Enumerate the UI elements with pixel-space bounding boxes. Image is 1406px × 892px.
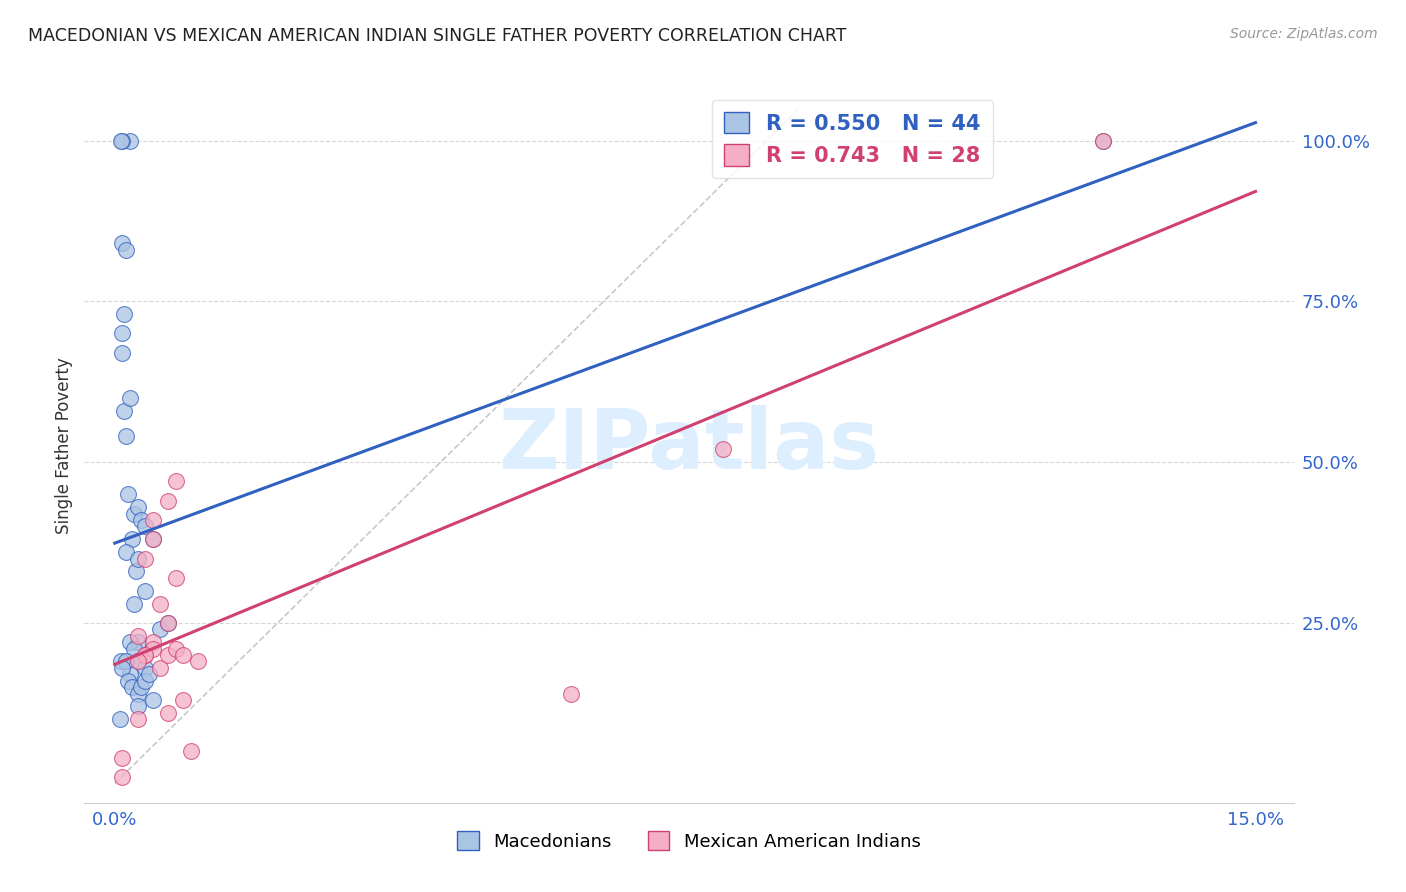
- Point: [127, 686, 149, 700]
- Point: [142, 641, 165, 656]
- Point: [156, 615, 179, 630]
- Point: [118, 667, 141, 681]
- Point: [560, 686, 582, 700]
- Point: [121, 533, 143, 547]
- Point: [112, 403, 135, 417]
- Point: [165, 641, 187, 656]
- Point: [1092, 134, 1115, 148]
- Point: [127, 635, 149, 649]
- Point: [111, 134, 134, 148]
- Point: [122, 507, 145, 521]
- Point: [118, 134, 141, 148]
- Text: MACEDONIAN VS MEXICAN AMERICAN INDIAN SINGLE FATHER POVERTY CORRELATION CHART: MACEDONIAN VS MEXICAN AMERICAN INDIAN SI…: [28, 27, 846, 45]
- Point: [127, 699, 149, 714]
- Point: [108, 712, 131, 726]
- Point: [134, 673, 156, 688]
- Point: [134, 519, 156, 533]
- Point: [115, 429, 138, 443]
- Point: [127, 712, 149, 726]
- Point: [122, 597, 145, 611]
- Legend: R = 0.550   N = 44, R = 0.743   N = 28: R = 0.550 N = 44, R = 0.743 N = 28: [711, 100, 993, 178]
- Point: [180, 744, 202, 758]
- Point: [134, 648, 156, 662]
- Point: [142, 693, 165, 707]
- Point: [111, 661, 134, 675]
- Point: [121, 680, 143, 694]
- Point: [110, 134, 132, 148]
- Text: Source: ZipAtlas.com: Source: ZipAtlas.com: [1230, 27, 1378, 41]
- Point: [149, 622, 172, 636]
- Point: [149, 661, 172, 675]
- Point: [134, 551, 156, 566]
- Point: [110, 654, 132, 668]
- Point: [138, 667, 160, 681]
- Point: [112, 307, 135, 321]
- Y-axis label: Single Father Poverty: Single Father Poverty: [55, 358, 73, 534]
- Point: [111, 326, 134, 341]
- Point: [134, 661, 156, 675]
- Point: [111, 345, 134, 359]
- Point: [125, 565, 148, 579]
- Point: [711, 442, 734, 457]
- Point: [156, 706, 179, 720]
- Point: [142, 533, 165, 547]
- Point: [131, 513, 153, 527]
- Point: [117, 487, 139, 501]
- Point: [156, 648, 179, 662]
- Point: [127, 654, 149, 668]
- Point: [172, 693, 194, 707]
- Point: [111, 770, 134, 784]
- Point: [149, 597, 172, 611]
- Point: [127, 629, 149, 643]
- Point: [134, 648, 156, 662]
- Point: [165, 475, 187, 489]
- Text: ZIPatlas: ZIPatlas: [499, 406, 879, 486]
- Point: [142, 513, 165, 527]
- Point: [127, 654, 149, 668]
- Point: [118, 391, 141, 405]
- Point: [142, 635, 165, 649]
- Point: [134, 583, 156, 598]
- Point: [111, 751, 134, 765]
- Point: [127, 551, 149, 566]
- Point: [156, 615, 179, 630]
- Point: [1092, 134, 1115, 148]
- Point: [115, 545, 138, 559]
- Point: [117, 673, 139, 688]
- Point: [131, 680, 153, 694]
- Point: [165, 571, 187, 585]
- Point: [127, 500, 149, 514]
- Point: [115, 243, 138, 257]
- Point: [122, 641, 145, 656]
- Point: [187, 654, 209, 668]
- Point: [111, 236, 134, 251]
- Point: [118, 635, 141, 649]
- Point: [115, 654, 138, 668]
- Point: [172, 648, 194, 662]
- Point: [142, 533, 165, 547]
- Point: [156, 493, 179, 508]
